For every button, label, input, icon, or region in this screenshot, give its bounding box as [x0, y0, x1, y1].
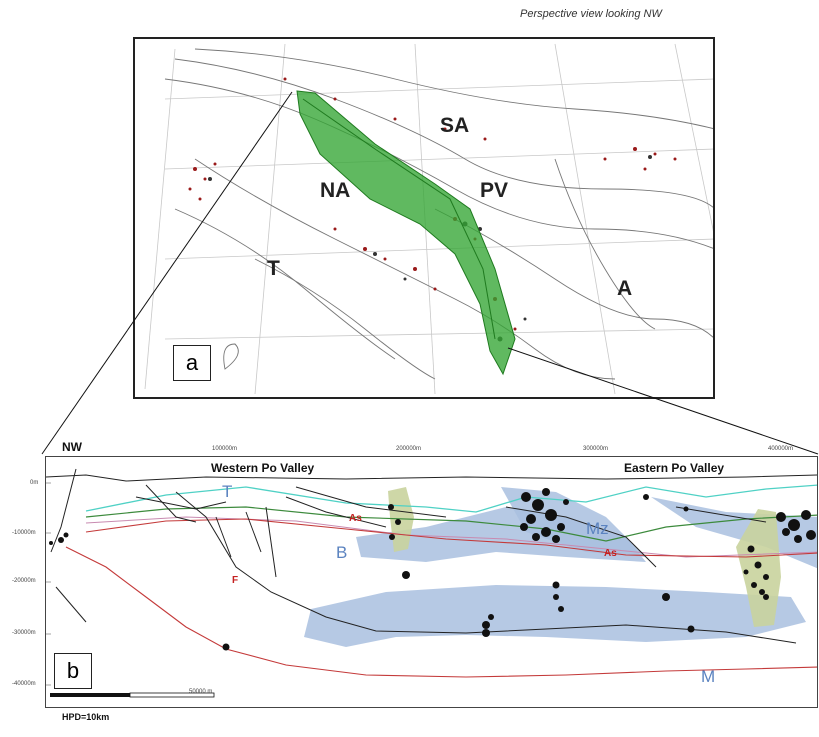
y-tick-0: 0m	[30, 480, 39, 486]
y-tick-4: -40000m	[12, 681, 36, 687]
section-canvas	[46, 468, 817, 698]
panel-a-map: SA NA PV T A a	[133, 37, 715, 399]
horizon-green	[85, 506, 817, 542]
scale-bar-solid	[50, 693, 130, 697]
layer-east-blue	[651, 497, 817, 569]
fault-lines	[50, 468, 797, 644]
east-title: Eastern Po Valley	[624, 461, 725, 475]
label-pv: PV	[480, 179, 509, 202]
horizon-red-upper	[85, 518, 817, 558]
earthquake-dots	[49, 488, 816, 651]
view-caption: Perspective view looking NW	[520, 8, 662, 20]
y-axis-ticks	[46, 482, 51, 686]
top-horizon-cyan	[85, 484, 817, 513]
x-tick-4: 400000m	[768, 446, 794, 452]
scale-bar-hollow	[129, 692, 215, 698]
layer-label-mz: Mz	[586, 519, 609, 538]
fault-zone-ridge	[302, 98, 496, 340]
panel-a-tag: a	[173, 345, 211, 381]
nw-label: NW	[62, 440, 82, 454]
tectonic-lines	[164, 48, 713, 380]
moho-red	[65, 546, 817, 678]
layer-m-blue	[304, 585, 806, 647]
label-f: F	[232, 575, 239, 586]
y-tick-1: -10000m	[12, 530, 36, 536]
label-t: T	[267, 257, 280, 280]
layer-label-b: B	[336, 543, 348, 562]
topography-line	[46, 474, 817, 482]
west-title: Western Po Valley	[211, 461, 315, 475]
layer-label-m: M	[701, 667, 716, 686]
label-a: A	[617, 277, 633, 300]
map-canvas	[144, 43, 713, 395]
label-na: NA	[320, 179, 351, 202]
label-sa: SA	[440, 114, 470, 137]
y-tick-3: -30000m	[12, 630, 36, 636]
hpd-note: HPD=10km	[62, 712, 110, 722]
map-grid	[144, 43, 713, 395]
x-tick-3: 300000m	[583, 446, 609, 452]
label-as-1: As	[349, 513, 362, 524]
x-tick-1: 100000m	[212, 446, 238, 452]
label-as-2: As	[604, 548, 617, 559]
panel-b-section: Western Po Valley Eastern Po Valley T B …	[45, 456, 818, 708]
layer-label-t: T	[222, 482, 233, 501]
panel-b-tag: b	[54, 653, 92, 689]
y-tick-2: -20000m	[12, 578, 36, 584]
x-tick-2: 200000m	[396, 446, 422, 452]
scale-bar-label: 50000 m	[189, 689, 213, 695]
fault-zone-surface	[296, 90, 516, 376]
